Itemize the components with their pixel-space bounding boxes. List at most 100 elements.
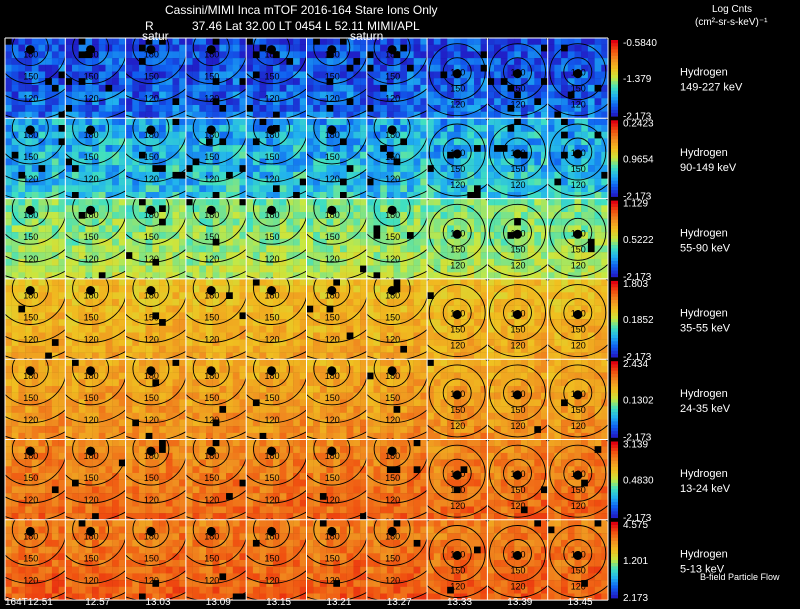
heatmap-cell	[587, 319, 595, 326]
heatmap-cell	[125, 145, 133, 152]
heatmap-cell	[105, 131, 113, 139]
heatmap-cell	[299, 265, 307, 273]
heatmap-cell	[58, 185, 66, 193]
heatmap-cell	[547, 339, 555, 347]
heatmap-cell	[11, 245, 19, 253]
heatmap-cell	[239, 125, 247, 132]
heatmap-cell	[306, 125, 314, 132]
heatmap-cell	[601, 285, 609, 293]
heatmap-cell	[139, 51, 146, 59]
heatmap-cell	[293, 91, 300, 99]
heatmap-cell	[433, 319, 441, 326]
heatmap-cell	[353, 165, 361, 173]
heatmap-cell	[340, 345, 347, 353]
heatmap-cell	[326, 312, 334, 320]
heatmap-cell	[159, 245, 166, 253]
heatmap-cell	[601, 252, 609, 260]
heatmap-cell	[494, 158, 501, 166]
heatmap-cell	[500, 98, 508, 106]
heatmap-cell	[112, 98, 120, 106]
heatmap-cell	[252, 258, 260, 266]
heatmap-cell	[380, 312, 388, 320]
heatmap-cell	[125, 205, 133, 213]
heatmap-cell	[45, 325, 53, 333]
heatmap-cell	[279, 64, 287, 72]
heatmap-cell	[527, 98, 535, 106]
heatmap-cell	[78, 185, 86, 193]
heatmap-cell	[574, 105, 582, 112]
heatmap-cell	[286, 379, 294, 387]
heatmap-cell	[279, 359, 287, 367]
heatmap-cell	[105, 212, 113, 219]
heatmap-cell	[433, 212, 441, 219]
heatmap-cell	[132, 151, 140, 159]
heatmap-cell	[460, 312, 468, 320]
heatmap-cell	[65, 131, 73, 139]
heatmap-cell	[393, 352, 401, 360]
heatmap-cell	[554, 111, 562, 119]
heatmap-cell	[293, 71, 300, 79]
heatmap-cell	[487, 232, 495, 239]
heatmap-cell	[51, 165, 59, 173]
heatmap-cell	[78, 432, 86, 440]
heatmap-cell	[185, 399, 193, 407]
heatmap-cell	[547, 245, 555, 253]
heatmap-cell	[601, 232, 609, 239]
heatmap-cell	[58, 319, 66, 326]
heatmap-cell	[145, 64, 153, 72]
heatmap-cell	[51, 138, 59, 146]
heatmap-cell	[527, 58, 535, 65]
heatmap-cell	[246, 299, 254, 306]
heatmap-cell	[554, 332, 562, 340]
heatmap-cell	[199, 359, 207, 367]
heatmap-cell	[31, 151, 39, 159]
heatmap-cell	[326, 118, 334, 126]
heatmap-cell	[252, 212, 260, 219]
heatmap-cell	[386, 158, 394, 166]
heatmap-cell	[132, 245, 140, 253]
heatmap-cell	[78, 165, 86, 173]
heatmap-cell	[118, 38, 126, 45]
heatmap-cell	[185, 426, 193, 434]
heatmap-cell	[601, 111, 609, 119]
heatmap-cell	[112, 71, 120, 79]
heatmap-cell	[346, 64, 354, 72]
heatmap-cell	[273, 252, 280, 260]
heatmap-cell	[65, 225, 73, 233]
heatmap-cell	[581, 78, 589, 86]
heatmap-cell	[152, 265, 160, 273]
heatmap-cell	[206, 238, 213, 246]
heatmap-cell	[45, 105, 53, 112]
heatmap-cell	[159, 258, 166, 266]
heatmap-cell	[5, 225, 12, 233]
heatmap-cell	[92, 118, 99, 126]
heatmap-cell	[179, 325, 187, 333]
heatmap-cell	[25, 51, 32, 59]
heatmap-cell	[480, 64, 488, 72]
heatmap-cell	[58, 111, 66, 119]
heatmap-cell	[199, 325, 207, 333]
heatmap-cell	[152, 426, 160, 434]
heatmap-cell	[366, 332, 374, 340]
heatmap-cell	[179, 232, 187, 239]
heatmap-cell	[286, 71, 294, 79]
heatmap-cell	[85, 64, 93, 72]
heatmap-cell	[199, 145, 207, 152]
heatmap-cell	[413, 305, 421, 313]
heatmap-cell	[25, 171, 32, 179]
heatmap-cell	[259, 332, 267, 340]
heatmap-cell	[72, 178, 79, 186]
heatmap-cell	[132, 198, 140, 206]
heatmap-cell	[239, 245, 247, 253]
heatmap-cell	[72, 51, 79, 59]
heatmap-cell	[400, 185, 408, 193]
heatmap-cell	[567, 252, 575, 260]
heatmap-cell	[273, 265, 280, 273]
heatmap-cell	[319, 185, 327, 193]
heatmap-cell	[333, 238, 341, 246]
heatmap-cell	[561, 44, 568, 52]
heatmap-cell	[266, 372, 274, 380]
heatmap-cell	[206, 426, 213, 434]
heatmap-cell	[447, 38, 455, 45]
heatmap-cell	[520, 78, 528, 86]
